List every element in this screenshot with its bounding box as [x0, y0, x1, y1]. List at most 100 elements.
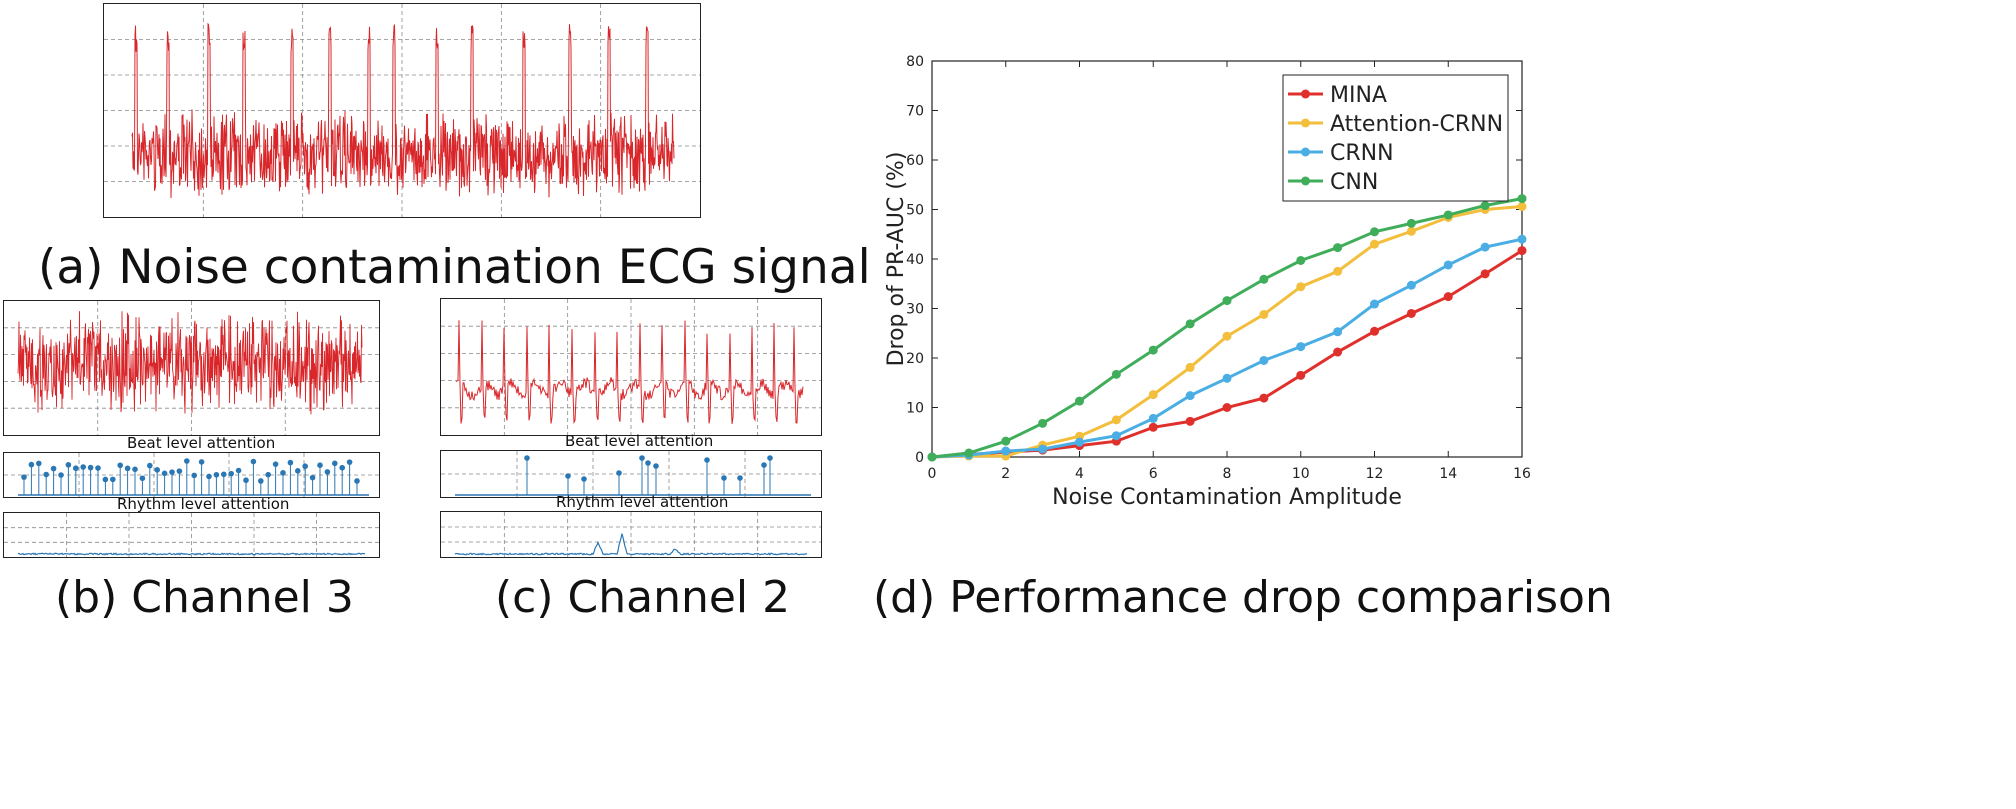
y-tick-label: 70 [906, 104, 924, 120]
legend: MINA Attention-CRNN CRNN CNN [1282, 74, 1509, 202]
data-point [1480, 201, 1490, 211]
series-attention-crnn [927, 202, 1527, 462]
y-tick-label: 60 [906, 153, 924, 169]
attention-point [221, 471, 227, 478]
caption-c: (c) Channel 2 [495, 572, 791, 623]
attention-point [28, 461, 35, 468]
attention-point [124, 465, 131, 472]
data-point [1075, 437, 1084, 447]
attention-point [645, 460, 651, 466]
attention-point [653, 463, 659, 469]
data-point [1222, 331, 1232, 341]
legend-label: Attention-CRNN [1330, 112, 1503, 137]
series-mina [927, 246, 1527, 462]
attention-point [191, 472, 197, 479]
attention-point [280, 470, 286, 476]
data-point [1443, 260, 1453, 270]
data-point [1222, 403, 1232, 412]
data-point [1517, 234, 1527, 244]
y-tick-label: 40 [906, 252, 924, 268]
data-point [1406, 218, 1416, 228]
attention-point [565, 473, 571, 479]
attention-point [721, 475, 727, 481]
data-point [1222, 373, 1232, 383]
data-point [1075, 396, 1084, 406]
data-point [1259, 393, 1269, 403]
attention-point [154, 467, 160, 473]
y-tick-label: 30 [906, 302, 924, 318]
attention-point [287, 459, 294, 466]
data-point [1148, 345, 1158, 355]
attention-point [704, 457, 710, 463]
attention-point [639, 455, 645, 461]
ecg-trace [131, 22, 675, 199]
rhythm-attention-label-c: Rhythm level attention [556, 493, 729, 511]
attention-point [354, 478, 360, 484]
attention-point [87, 464, 94, 471]
caption-b: (b) Channel 3 [55, 572, 354, 623]
data-point [1406, 226, 1416, 236]
x-tick-label: 8 [1223, 466, 1232, 482]
attention-point [243, 477, 249, 484]
series-line [931, 237, 1523, 459]
attention-point [737, 475, 743, 481]
attention-point [43, 471, 49, 478]
attention-point [228, 470, 234, 477]
rhythm-attention-panel-c [440, 511, 822, 558]
attention-point [272, 461, 279, 467]
attention-point [524, 455, 530, 461]
data-point [1333, 347, 1343, 357]
legend-label: CNN [1330, 170, 1378, 195]
data-point [1148, 413, 1158, 423]
ecg-signal-c-plot [441, 299, 821, 435]
attention-point [332, 460, 338, 467]
series-crnn [927, 234, 1527, 462]
attention-point [235, 467, 242, 474]
data-point [1185, 391, 1195, 401]
attention-point [295, 468, 301, 474]
attention-point [21, 474, 27, 480]
data-point [1185, 416, 1195, 426]
rhythm-attention-b-plot [4, 513, 379, 557]
attention-point [581, 476, 587, 482]
attention-point [36, 460, 42, 467]
attention-point [339, 464, 346, 471]
data-point [1443, 292, 1453, 302]
attention-point [147, 462, 153, 469]
attention-point [206, 473, 212, 480]
data-point [1480, 269, 1490, 279]
data-point [1296, 282, 1306, 292]
data-point [1111, 431, 1121, 441]
ecg-trace [455, 320, 804, 425]
data-point [1370, 299, 1379, 309]
data-point [1370, 326, 1379, 336]
attention-point [50, 465, 57, 472]
beat-attention-b-plot [4, 453, 379, 497]
ecg-panel-c [440, 298, 822, 436]
data-point [1517, 194, 1527, 204]
rhythm-attention-c-plot [441, 512, 821, 557]
data-point [1038, 418, 1048, 428]
data-point [1296, 370, 1306, 380]
series-cnn [927, 194, 1527, 462]
data-point [1001, 436, 1011, 446]
series-line [931, 197, 1523, 459]
attention-point [302, 463, 309, 470]
attention-point [250, 458, 257, 465]
y-tick-label: 0 [915, 450, 924, 466]
x-tick-label: 0 [928, 466, 937, 482]
data-point [1370, 239, 1379, 249]
data-point [1222, 296, 1232, 306]
data-point [1517, 202, 1527, 212]
data-point [1038, 444, 1048, 454]
rhythm-attention-label-b: Rhythm level attention [117, 495, 290, 513]
x-tick-label: 2 [1001, 466, 1010, 482]
data-point [1259, 274, 1269, 284]
data-point [1148, 390, 1158, 400]
legend-label: MINA [1330, 83, 1387, 108]
caption-d: (d) Performance drop comparison [873, 572, 1613, 623]
data-point [964, 448, 974, 458]
attention-point [139, 475, 146, 482]
ecg-panel-a [103, 3, 701, 218]
data-point [1111, 369, 1121, 379]
